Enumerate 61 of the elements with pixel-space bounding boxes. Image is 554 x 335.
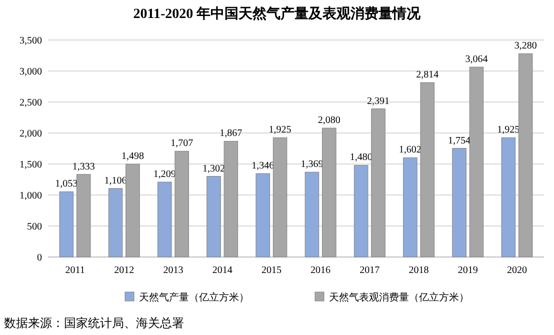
data-label: 3,064 [465, 54, 488, 66]
data-label: 1,707 [170, 138, 194, 150]
y-tick-label: 500 [27, 222, 42, 232]
x-tick-label: 2019 [458, 265, 478, 276]
x-tick-label: 2016 [310, 265, 331, 276]
bar [501, 137, 516, 258]
data-label: 2,391 [367, 96, 390, 107]
bar [224, 140, 238, 258]
data-label: 1,867 [220, 128, 242, 140]
y-tick-label: 3,500 [20, 36, 42, 46]
data-label: 1,498 [121, 151, 144, 162]
x-tick-label: 2015 [261, 265, 282, 276]
bar [174, 150, 189, 258]
data-label: 1,346 [252, 160, 274, 172]
data-label: 1,209 [153, 169, 176, 180]
x-tick-label: 2014 [212, 265, 232, 276]
bar [158, 182, 172, 258]
data-label: 1,754 [448, 135, 471, 146]
bar [469, 66, 484, 258]
bar [126, 164, 140, 258]
bar [420, 82, 434, 258]
bar [272, 137, 288, 258]
bar [206, 176, 221, 258]
data-label: 1,106 [104, 175, 127, 186]
x-tick-label: 2020 [506, 265, 527, 276]
data-label: 1,480 [350, 152, 372, 164]
data-label: 2,080 [318, 115, 340, 126]
bar [322, 128, 336, 258]
bar [108, 188, 123, 258]
bar [518, 53, 533, 258]
data-label: 1,925 [497, 124, 520, 136]
bar [304, 172, 320, 258]
y-tick-label: 1,000 [20, 190, 42, 202]
y-tick-label: 2,500 [20, 98, 42, 108]
x-tick-label: 2018 [408, 265, 429, 276]
x-tick-label: 2013 [163, 265, 184, 276]
data-label: 2,814 [416, 70, 439, 81]
bar [59, 191, 74, 258]
data-label: 3,280 [514, 40, 537, 52]
data-label: 1,602 [398, 144, 422, 156]
data-label: 1,369 [300, 159, 324, 170]
data-label: 1,925 [268, 124, 292, 136]
bar [256, 173, 270, 258]
chart-title: 2011-2020 年中国天然气产量及表观消费量情况 [133, 5, 422, 22]
bar [403, 157, 418, 258]
legend-label: 天然气产量（亿立方米） [139, 292, 249, 304]
y-tick-label: 1,500 [20, 160, 42, 170]
x-tick-label: 2012 [114, 265, 134, 276]
bar [354, 164, 368, 258]
y-tick-label: 0 [37, 252, 42, 264]
y-tick-label: 3,000 [20, 66, 42, 78]
source-note: 数据来源：国家统计局、海关总署 [4, 316, 184, 330]
data-label: 1,333 [72, 161, 95, 172]
y-tick-label: 2,000 [20, 128, 42, 140]
legend-label: 天然气表观消费量（亿立方米） [329, 292, 469, 304]
bar [371, 108, 386, 258]
x-tick-label: 2017 [360, 265, 380, 276]
bar [76, 174, 91, 258]
bar [452, 148, 466, 258]
x-tick-label: 2011 [65, 265, 85, 276]
data-label: 1,302 [202, 163, 225, 174]
